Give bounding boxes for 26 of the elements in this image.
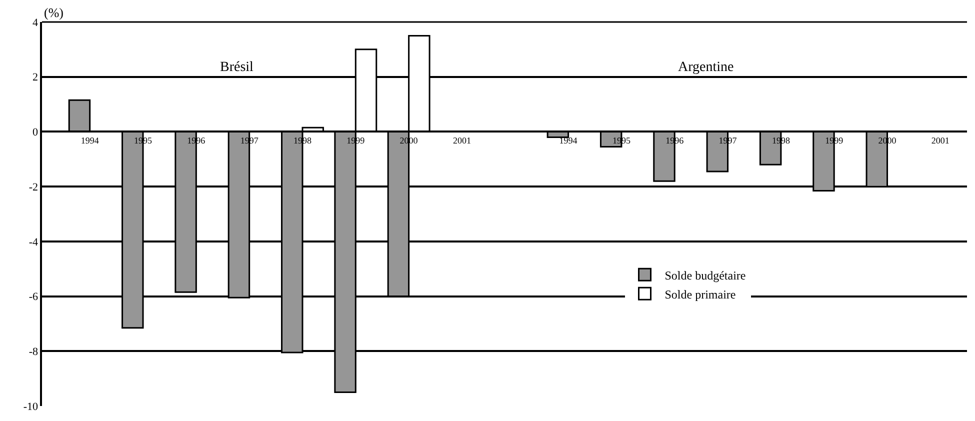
y-tick-label: 0 xyxy=(32,126,39,139)
legend-label: Solde budgétaire xyxy=(664,268,746,282)
x-tick-label: 1994 xyxy=(80,135,100,146)
y-tick-label: -8 xyxy=(28,346,39,358)
x-tick-label: 1997 xyxy=(718,135,738,146)
annotation: Brésil xyxy=(220,60,254,75)
x-tick-label: 2001 xyxy=(452,135,471,146)
x-tick-label: 1998 xyxy=(293,135,312,146)
y-tick-label: -2 xyxy=(28,181,38,194)
x-tick-label: 1994 xyxy=(559,135,578,146)
x-tick-label: 2000 xyxy=(400,135,418,146)
y-tick-label: -6 xyxy=(28,291,39,304)
y-tick-label: -10 xyxy=(23,400,39,413)
y-tick-label: 4 xyxy=(32,16,39,29)
x-tick-label: 1996 xyxy=(666,135,684,146)
x-tick-label: 2001 xyxy=(931,135,950,146)
y-axis-title: (%) xyxy=(44,5,64,20)
y-tick-label: -4 xyxy=(28,236,39,248)
x-tick-label: 1995 xyxy=(612,135,631,146)
y-tick-label: 2 xyxy=(32,72,38,84)
x-tick-label: 1995 xyxy=(134,135,153,146)
x-tick-label: 1999 xyxy=(346,135,366,146)
x-tick-label: 1999 xyxy=(825,135,844,146)
legend-label: Solde primaire xyxy=(664,287,736,302)
annotation: Argentine xyxy=(678,60,734,75)
x-tick-label: 1996 xyxy=(187,135,206,146)
